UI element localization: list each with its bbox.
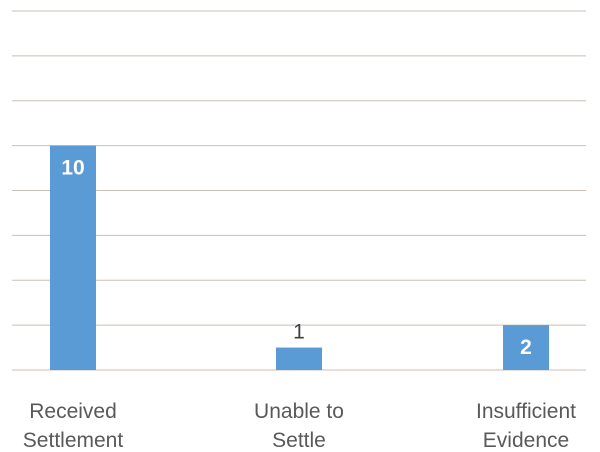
data-label: 1 <box>293 321 305 344</box>
tick-label: Settlement <box>23 429 124 452</box>
bar <box>50 145 96 370</box>
bar <box>276 347 322 370</box>
data-label: 2 <box>520 336 532 359</box>
tick-label: Unable to <box>254 400 344 423</box>
bars <box>50 145 549 370</box>
category-labels: Received Settlement Unable to Settle Insuffi… <box>23 400 576 452</box>
tick-label: Settle <box>272 429 326 452</box>
bar <box>503 325 549 370</box>
tick-label: Insufficient <box>476 400 576 423</box>
tick-label: Received <box>29 400 117 423</box>
tick-label: Evidence <box>483 429 569 452</box>
gridlines <box>12 10 586 371</box>
data-label: 10 <box>61 157 84 180</box>
value-labels: 10 1 2 <box>61 157 532 360</box>
